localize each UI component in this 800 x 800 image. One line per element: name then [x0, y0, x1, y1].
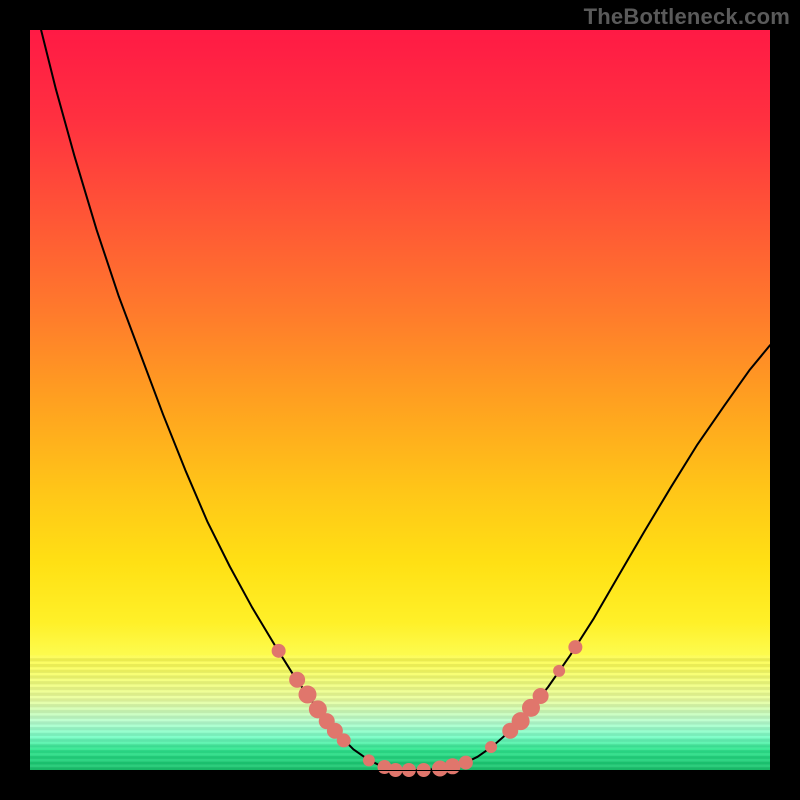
watermark-text: TheBottleneck.com: [584, 4, 790, 30]
scatter-point: [289, 672, 305, 688]
scatter-point: [272, 644, 286, 658]
scatter-point: [568, 640, 582, 654]
scatter-point: [553, 665, 565, 677]
scatter-point: [337, 733, 351, 747]
scatter-point: [533, 688, 549, 704]
scatter-point: [299, 686, 317, 704]
bottleneck-chart: [0, 0, 800, 800]
scatter-point: [459, 756, 473, 770]
scatter-point: [445, 758, 461, 774]
scatter-point: [485, 741, 497, 753]
chart-container: TheBottleneck.com: [0, 0, 800, 800]
scatter-point: [363, 754, 375, 766]
band-stripes: [30, 655, 770, 770]
